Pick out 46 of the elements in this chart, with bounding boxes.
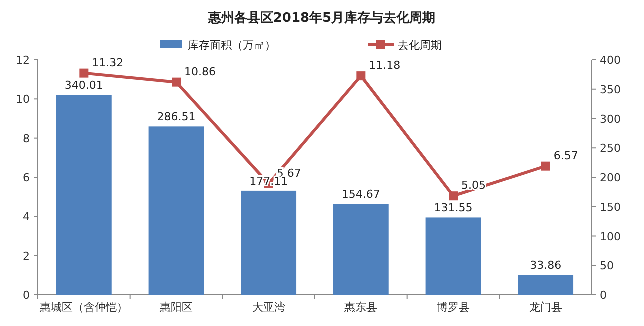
x-tick-label: 博罗县	[437, 301, 470, 314]
y-tick-label: 10	[16, 93, 30, 106]
data-label: 131.55	[434, 202, 473, 215]
point	[172, 78, 181, 87]
legend-label: 库存面积（万㎡）	[188, 39, 276, 52]
point	[80, 68, 89, 78]
y2-tick-label: 150	[600, 200, 621, 214]
y-tick-label: 12	[16, 54, 30, 67]
data-label: 340.01	[64, 79, 104, 92]
bar	[333, 204, 389, 295]
data-label: 11.32	[92, 56, 124, 70]
bar	[518, 275, 574, 295]
y2-tick-label: 200	[600, 172, 621, 184]
y-tick-label: 2	[23, 250, 30, 263]
data-label: 5.05	[462, 179, 486, 192]
y-tick-label: 4	[23, 210, 30, 224]
y2-tick-label: 250	[600, 142, 621, 156]
y-tick-label: 0	[23, 289, 30, 302]
data-label: 10.86	[184, 65, 216, 78]
chart-title: 惠州各县区2018年5月库存与去化周期	[207, 10, 436, 26]
x-tick-label: 大亚湾	[252, 301, 286, 314]
y-tick-label: 6	[23, 172, 30, 184]
data-label: 154.67	[342, 188, 380, 202]
point	[356, 72, 366, 81]
data-label: 286.51	[157, 110, 196, 124]
data-label: 11.18	[369, 59, 401, 72]
y2-tick-label: 100	[600, 230, 621, 244]
bar	[56, 95, 112, 295]
bar	[426, 218, 482, 295]
legend-label: 去化周期	[398, 39, 442, 52]
point	[541, 162, 550, 171]
y2-tick-label: 300	[600, 112, 621, 126]
y2-tick-label: 50	[600, 260, 614, 273]
y2-tick-label: 400	[600, 54, 621, 67]
data-label: 33.86	[530, 259, 562, 272]
bar	[148, 126, 204, 295]
x-tick-label: 龙门县	[529, 301, 562, 314]
bar	[241, 190, 297, 295]
y2-tick-label: 0	[600, 289, 607, 302]
y2-tick-label: 350	[600, 83, 621, 96]
point	[449, 192, 458, 201]
x-tick-label: 惠阳区	[159, 301, 193, 314]
y-tick-label: 8	[23, 132, 30, 146]
data-label: 6.57	[554, 149, 578, 162]
x-tick-label: 惠东县	[344, 301, 378, 314]
x-tick-label: 惠城区（含仲恺）	[39, 301, 128, 314]
